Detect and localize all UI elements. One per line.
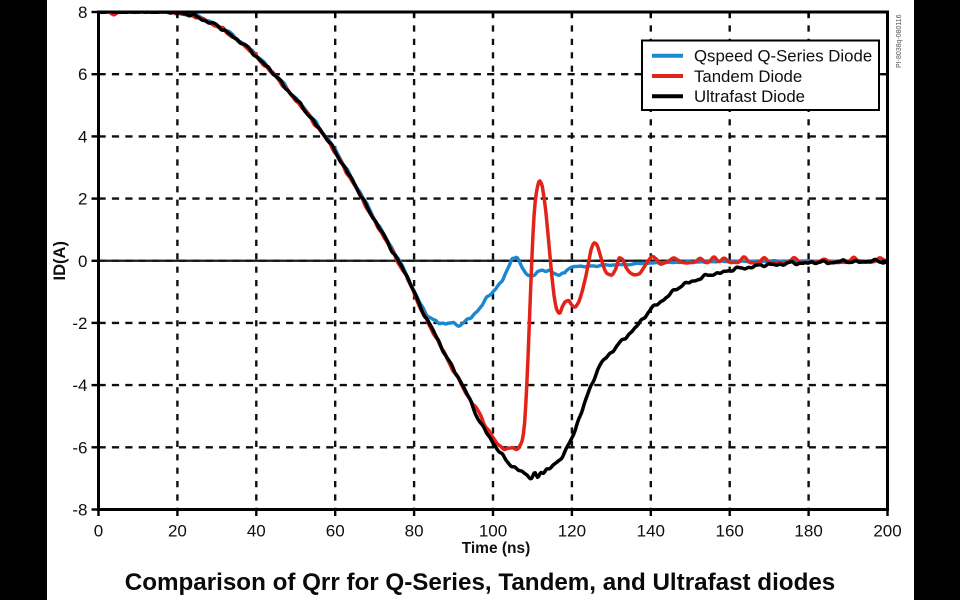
- svg-text:PI-8038q-080116: PI-8038q-080116: [896, 14, 903, 68]
- svg-text:60: 60: [326, 522, 345, 541]
- svg-text:Ultrafast Diode: Ultrafast Diode: [694, 87, 805, 106]
- svg-text:180: 180: [794, 522, 822, 541]
- svg-text:ID(A): ID(A): [51, 241, 69, 280]
- svg-text:-6: -6: [72, 438, 87, 457]
- svg-text:6: 6: [78, 65, 87, 84]
- svg-text:140: 140: [637, 522, 665, 541]
- svg-text:-8: -8: [72, 501, 87, 520]
- svg-text:200: 200: [873, 522, 901, 541]
- svg-text:Qspeed Q-Series Diode: Qspeed Q-Series Diode: [694, 47, 872, 66]
- svg-text:Tandem Diode: Tandem Diode: [694, 67, 802, 86]
- svg-text:40: 40: [247, 522, 266, 541]
- svg-text:0: 0: [94, 522, 103, 541]
- svg-text:-2: -2: [72, 314, 87, 333]
- svg-text:2: 2: [78, 190, 87, 209]
- svg-text:80: 80: [405, 522, 424, 541]
- svg-text:20: 20: [168, 522, 187, 541]
- svg-text:4: 4: [78, 127, 87, 146]
- svg-text:160: 160: [716, 522, 744, 541]
- svg-text:Time (ns): Time (ns): [462, 540, 531, 557]
- svg-text:100: 100: [479, 522, 507, 541]
- svg-text:Comparison of Qrr for Q-Series: Comparison of Qrr for Q-Series, Tandem, …: [125, 569, 836, 596]
- svg-text:8: 8: [78, 3, 87, 22]
- svg-text:-4: -4: [72, 376, 87, 395]
- svg-text:0: 0: [78, 252, 87, 271]
- svg-text:120: 120: [558, 522, 586, 541]
